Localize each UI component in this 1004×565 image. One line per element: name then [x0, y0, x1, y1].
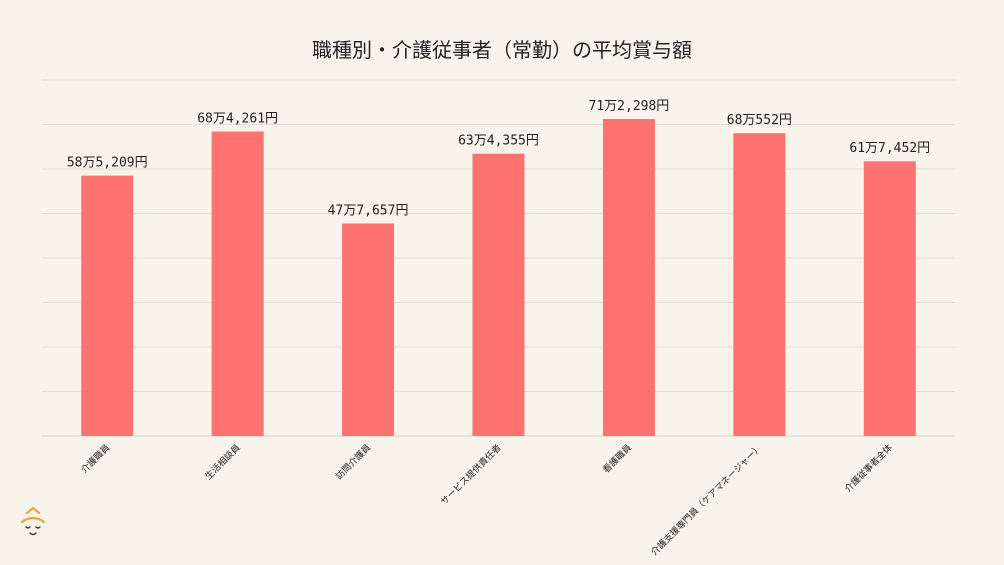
bar: [81, 175, 134, 436]
bar: [342, 223, 395, 436]
category-label: 介護支援専門員（ケアマネージャー）: [648, 442, 764, 558]
bar-value-label: 71万2,298円: [589, 99, 670, 114]
bar: [602, 119, 655, 436]
bar-value-label: 47万7,657円: [328, 203, 409, 218]
category-label: 訪問介護員: [333, 442, 373, 482]
chart-data-labels: 58万5,209円 68万4,261円 47万7,657円 63万4,355円 71万2…: [67, 99, 930, 218]
category-label: 介護職員: [78, 442, 112, 476]
category-label: 看護職員: [600, 442, 634, 476]
bar-value-label: 68万4,261円: [197, 112, 278, 127]
bar: [472, 153, 525, 436]
category-label: 生活相談員: [202, 442, 242, 482]
bar-value-label: 63万4,355円: [458, 134, 539, 149]
bar: [863, 161, 916, 436]
chart-title: 職種別・介護従事者（常勤）の平均賞与額: [312, 38, 692, 62]
chart-category-labels: 介護職員 生活相談員 訪問介護員 サービス提供責任者 看護職員 介護支援専門員（ケアマネー…: [78, 442, 895, 558]
bar-value-label: 68万552円: [727, 113, 792, 128]
bar: [211, 131, 264, 437]
bar-value-label: 61万7,452円: [849, 141, 930, 156]
chart-bars: [81, 119, 916, 437]
bar-value-label: 58万5,209円: [67, 156, 148, 171]
smiling-face-logo-icon: [20, 506, 46, 536]
category-label: 介護従事者全体: [842, 442, 895, 495]
bar: [733, 133, 786, 436]
category-label: サービス提供責任者: [438, 442, 504, 508]
